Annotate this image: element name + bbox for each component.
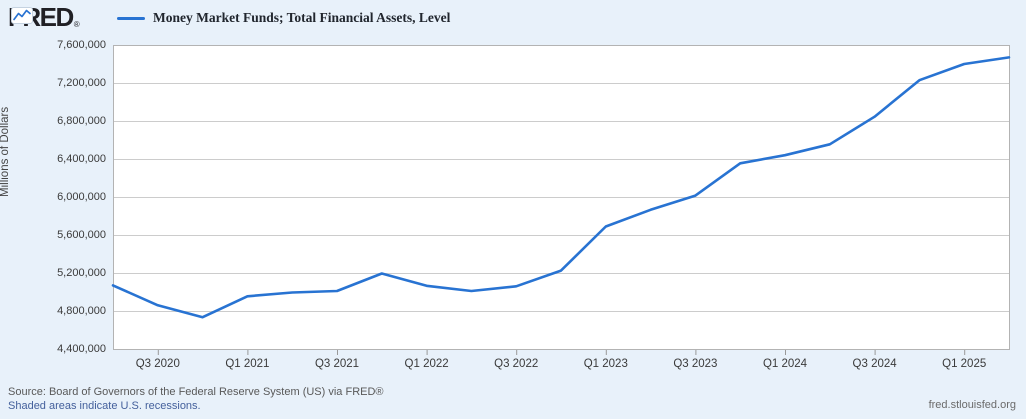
y-axis-title: Millions of Dollars: [0, 106, 11, 197]
fred-logo[interactable]: FRED ®: [8, 4, 80, 30]
source-attribution: Source: Board of Governors of the Federa…: [8, 386, 384, 398]
y-axis-tick-label: 6,800,000: [57, 114, 106, 127]
x-axis-tick-label: Q3 2020: [135, 358, 180, 370]
x-axis-tick-label: Q3 2024: [852, 358, 897, 370]
x-axis-tick-label: Q3 2021: [314, 358, 360, 370]
y-axis-tick-label: 5,600,000: [57, 228, 106, 241]
y-axis-tick-label: 7,600,000: [57, 38, 106, 51]
y-axis-tick-label: 6,400,000: [57, 152, 106, 165]
x-axis-tick-label: Q1 2022: [404, 358, 449, 370]
sparkline-icon: [11, 7, 33, 24]
x-axis-tick-label: Q1 2025: [942, 358, 987, 370]
registered-trademark: ®: [73, 20, 80, 29]
y-axis-tick-label: 6,000,000: [57, 190, 106, 203]
series-color-swatch: [117, 16, 145, 20]
series-title: Money Market Funds; Total Financial Asse…: [153, 10, 451, 25]
y-axis-tick-label: 5,200,000: [57, 266, 106, 279]
x-axis-tick-label: Q1 2024: [762, 358, 808, 370]
x-axis-tick-label: Q1 2023: [583, 358, 628, 370]
x-axis-tick-label: Q3 2022: [494, 358, 539, 370]
recession-note-link[interactable]: Shaded areas indicate U.S. recessions.: [8, 400, 201, 412]
y-axis-tick-label: 7,200,000: [57, 76, 106, 89]
y-axis-tick-label: 4,800,000: [57, 304, 106, 317]
chart-legend: Money Market Funds; Total Financial Asse…: [117, 10, 450, 26]
site-url[interactable]: fred.stlouisfed.org: [928, 399, 1016, 411]
x-axis-tick-label: Q1 2021: [225, 358, 270, 370]
y-axis-tick-label: 4,400,000: [57, 342, 106, 355]
x-axis-tick-label: Q3 2023: [673, 358, 718, 370]
series-line[interactable]: [111, 56, 1011, 319]
